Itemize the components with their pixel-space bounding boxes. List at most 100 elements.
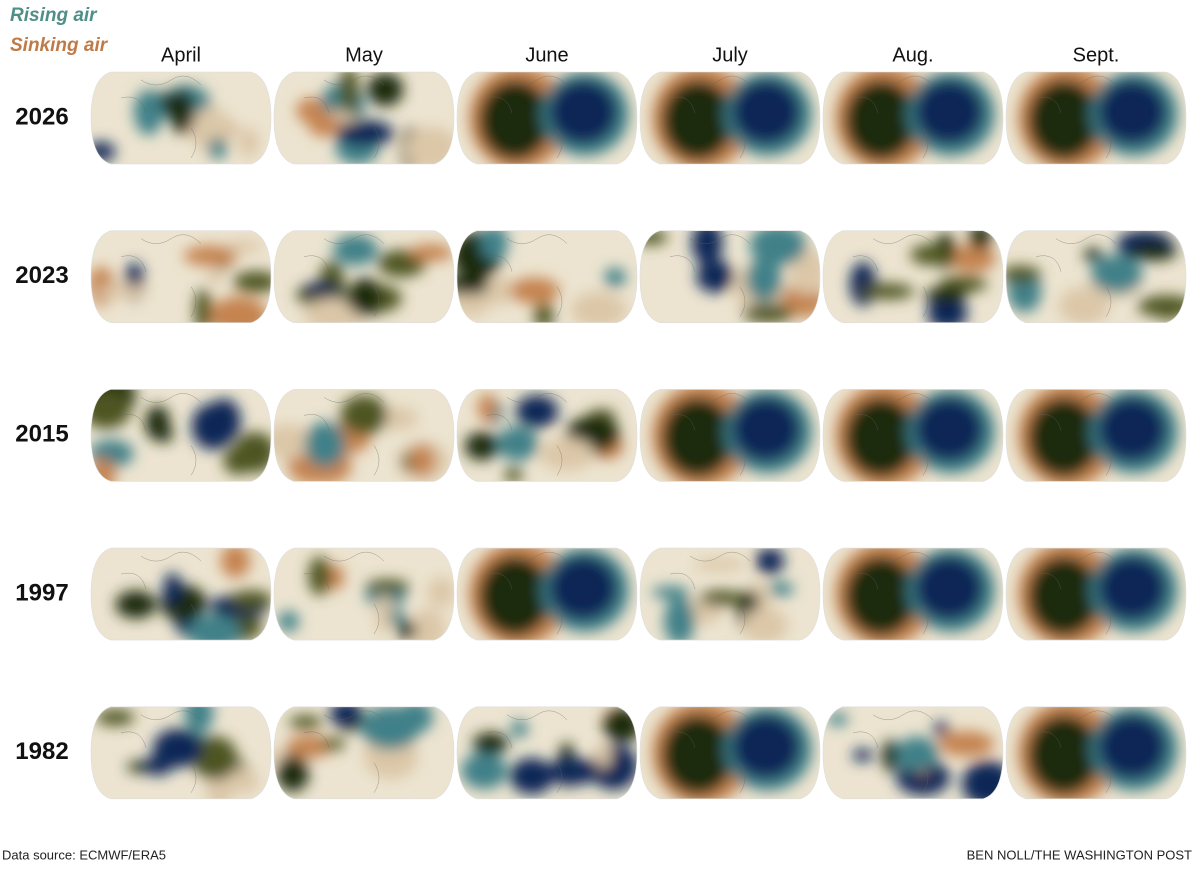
sinking-core — [479, 556, 551, 637]
coastline — [303, 234, 385, 317]
credit: BEN NOLL/THE WASHINGTON POST — [967, 847, 1192, 862]
map-outline — [1005, 230, 1187, 323]
map-field — [835, 389, 995, 482]
anomaly-blob — [360, 706, 420, 750]
anomaly-blob — [1137, 295, 1186, 318]
column-label: Aug. — [892, 44, 933, 66]
anomaly-blob — [910, 244, 952, 266]
coastline — [669, 393, 751, 476]
anomaly-blob — [640, 230, 668, 245]
map-field — [1018, 548, 1178, 641]
anomaly-blob — [91, 457, 116, 482]
map-outline — [90, 71, 272, 165]
map-field — [91, 84, 260, 162]
map-outline — [273, 706, 455, 800]
anomaly-blob — [365, 579, 410, 594]
anomaly-blob — [927, 296, 968, 323]
anomaly-blob — [1058, 286, 1110, 323]
anomaly-blob — [852, 748, 873, 762]
coastline — [669, 234, 751, 317]
map — [457, 72, 637, 164]
anomaly-blob — [961, 760, 1003, 799]
anomaly-blob — [389, 609, 406, 626]
map-field — [296, 72, 454, 164]
map-field — [835, 72, 995, 164]
legend-sinking: Sinking air — [10, 35, 109, 56]
map — [457, 230, 637, 323]
map — [1006, 230, 1186, 323]
map-field — [1018, 389, 1178, 482]
rising-core — [1098, 714, 1166, 779]
anomaly-blob — [409, 608, 446, 641]
map-field — [91, 240, 271, 323]
anomaly-blob — [278, 611, 299, 632]
column-label: April — [161, 44, 201, 66]
anomaly-blob — [91, 141, 116, 162]
anomaly-blob — [896, 736, 939, 772]
anomaly-blob — [225, 240, 263, 253]
anomaly-blob — [933, 722, 950, 736]
map — [274, 389, 454, 482]
anomaly-blob — [91, 389, 131, 429]
map — [1006, 706, 1186, 799]
anomaly-blob — [461, 752, 508, 789]
rising-core — [732, 397, 800, 462]
map-outline — [822, 389, 1004, 482]
map-field — [278, 556, 454, 641]
anomaly-blob — [509, 277, 560, 304]
coastline — [303, 75, 385, 159]
rising-core — [1098, 397, 1166, 462]
map — [823, 230, 1003, 323]
map — [640, 230, 820, 323]
map-outline — [273, 389, 455, 482]
rising-core — [732, 714, 800, 779]
anomaly-blob — [349, 277, 382, 317]
map — [823, 706, 1003, 799]
anomaly-blob — [539, 437, 595, 471]
map — [457, 389, 637, 482]
anomaly-blob — [95, 709, 135, 726]
anomaly-blob — [938, 730, 995, 757]
map — [640, 389, 820, 482]
anomaly-blob — [742, 303, 794, 323]
anomaly-blob — [515, 394, 559, 428]
map-field — [835, 548, 995, 641]
anomaly-blob — [207, 398, 241, 444]
map-field — [469, 548, 629, 641]
source: Data source: ECMWF/ERA5 — [2, 847, 166, 862]
map-outline — [639, 706, 821, 800]
coastline — [486, 75, 568, 159]
coastline — [852, 551, 934, 635]
coastline — [303, 710, 385, 793]
rising-core — [549, 556, 617, 621]
map — [457, 706, 637, 799]
anomaly-blob — [651, 586, 690, 599]
map-outline — [273, 71, 455, 165]
rising-core — [915, 80, 983, 144]
map-field — [296, 234, 454, 323]
map — [274, 72, 454, 164]
anomaly-blob — [924, 287, 967, 304]
anomaly-blob — [604, 267, 626, 288]
anomaly-blob — [409, 444, 436, 477]
map-field — [1018, 72, 1178, 164]
map-outline — [639, 389, 821, 482]
map-outline — [456, 230, 638, 323]
coastline — [120, 234, 202, 317]
coastline — [486, 393, 568, 476]
sinking-core — [662, 80, 734, 160]
sinking-core — [1028, 714, 1100, 795]
map-field — [827, 712, 1003, 799]
map — [823, 72, 1003, 164]
anomaly-blob — [570, 291, 627, 323]
coastline — [1035, 710, 1117, 793]
anomaly-blob — [755, 548, 785, 575]
map — [274, 706, 454, 799]
map-outline — [456, 547, 638, 641]
anomaly-blob — [789, 248, 820, 295]
anomaly-blob — [1090, 255, 1143, 294]
coastline — [852, 234, 934, 317]
map-outline — [1005, 71, 1187, 165]
anomaly-blob — [145, 405, 171, 441]
rising-core — [1098, 80, 1166, 144]
